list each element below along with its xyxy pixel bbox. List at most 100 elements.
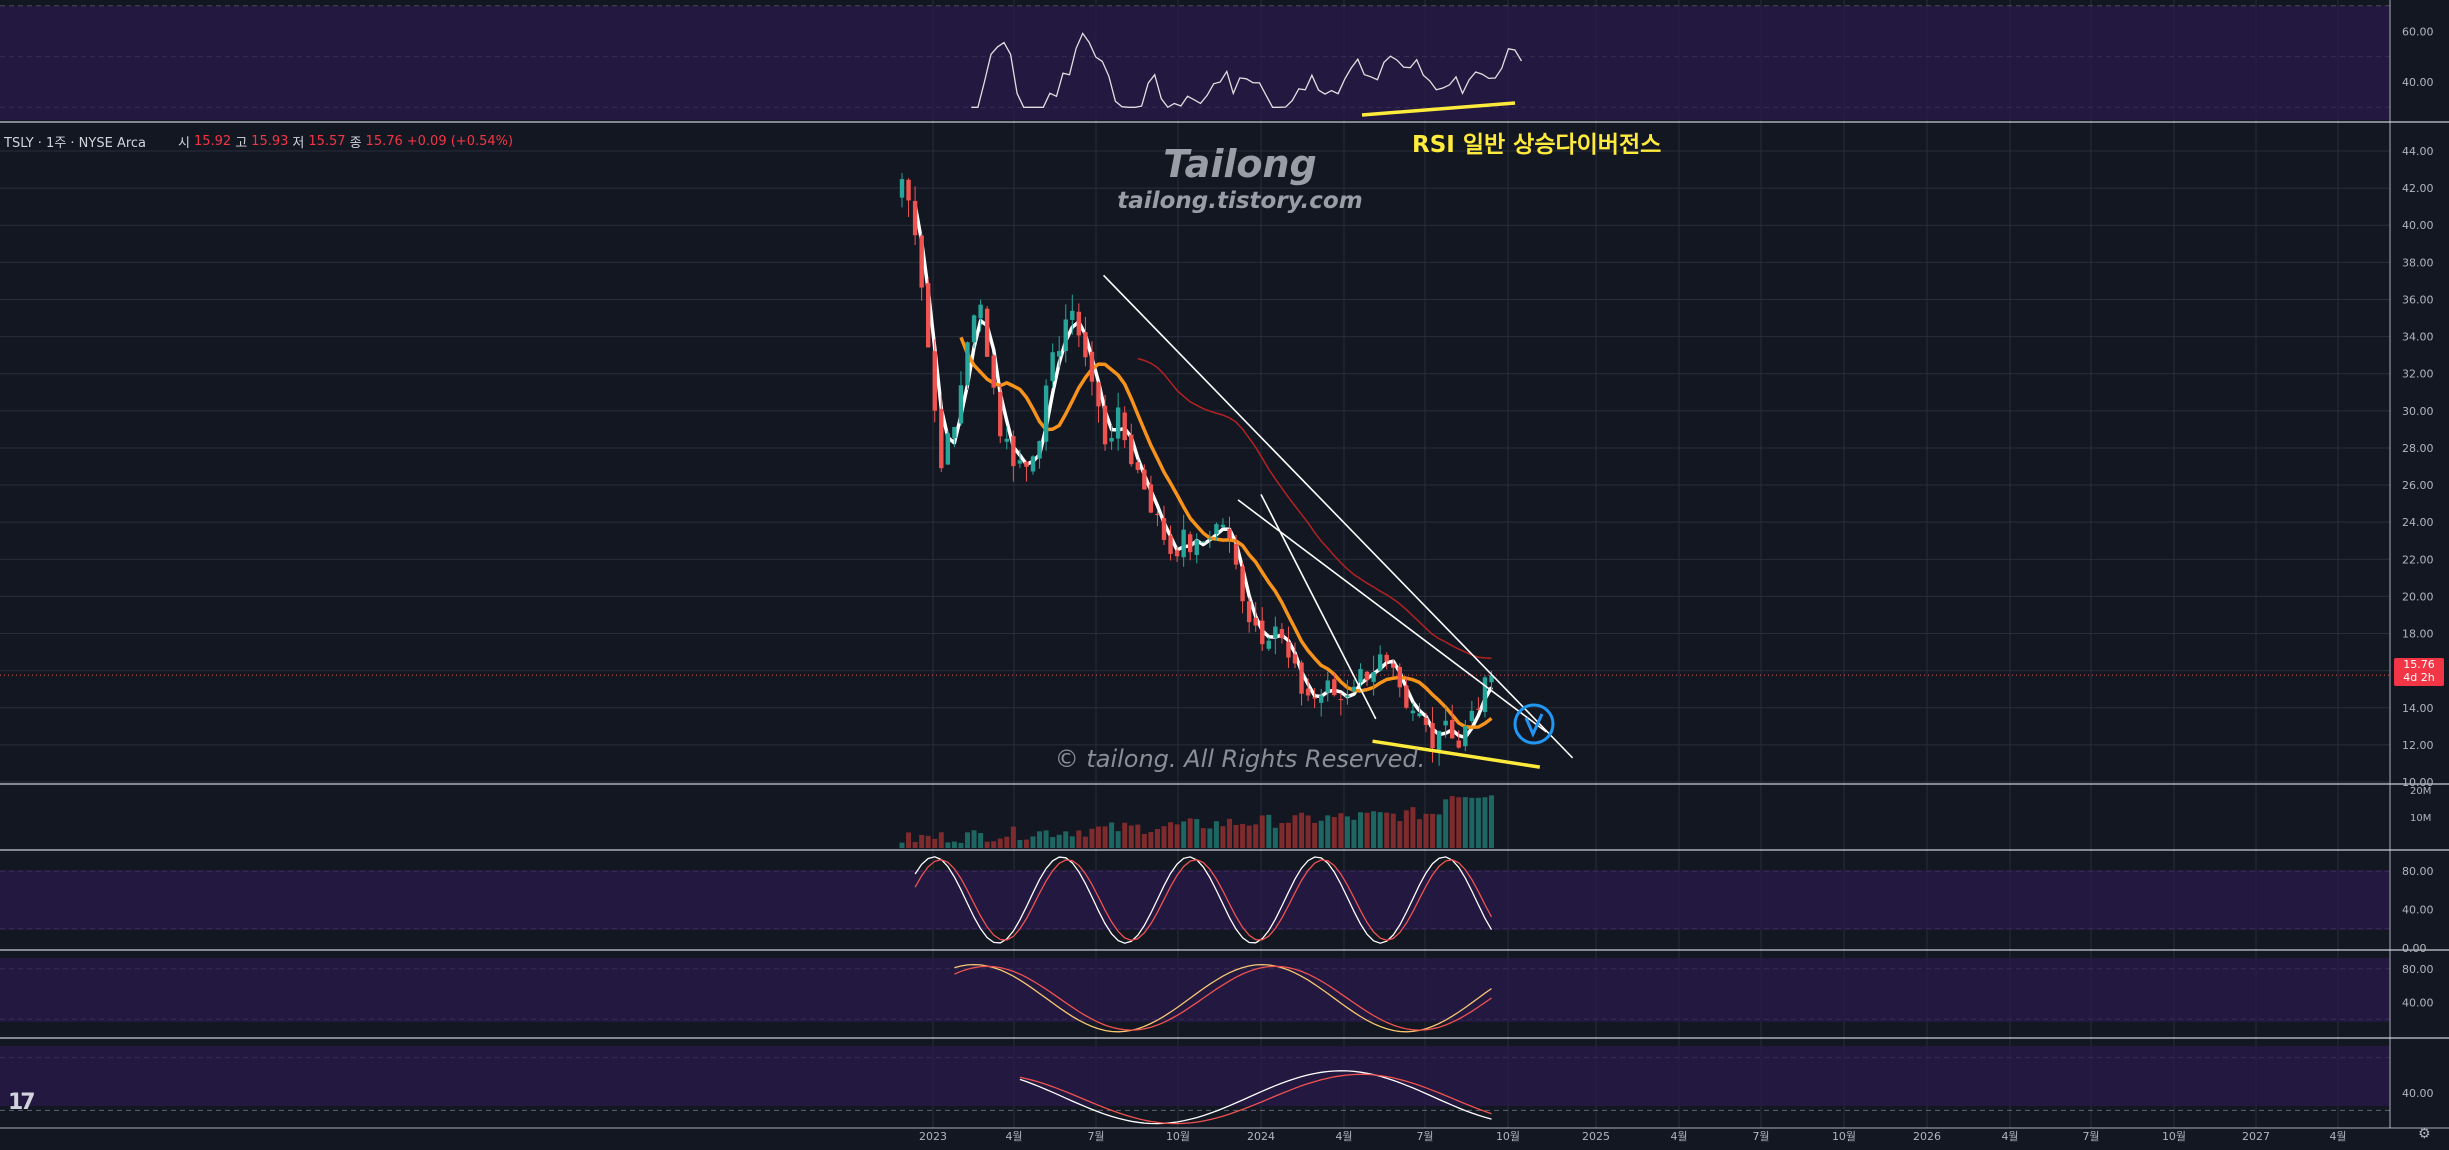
gear-icon[interactable]: ⚙ <box>2418 1126 2431 1142</box>
volume-bar <box>1004 836 1010 848</box>
trendline <box>1260 493 1377 720</box>
time-tick-label: 4월 <box>2001 1130 2018 1143</box>
candle-body <box>945 433 951 465</box>
low-label: 저 <box>292 135 305 151</box>
trendline <box>1102 274 1574 759</box>
time-tick-label: 4월 <box>1670 1130 1687 1143</box>
volume-bar <box>1043 830 1049 848</box>
volume-bar <box>1443 799 1449 848</box>
price-tick-label: 22.00 <box>2402 553 2434 566</box>
candle-body <box>906 179 911 201</box>
moving-averages <box>913 204 1494 740</box>
candle-body <box>1017 460 1023 464</box>
rsi-band <box>0 6 2390 120</box>
volume-bar <box>1475 797 1481 848</box>
candle-body <box>912 200 918 236</box>
candle-body <box>1358 668 1363 683</box>
candle-body <box>958 385 964 424</box>
volume-bar <box>945 842 951 848</box>
volume-bar <box>1141 833 1147 848</box>
candle-body <box>965 342 970 386</box>
candle-body <box>978 304 983 319</box>
open-value: 15.92 <box>193 133 232 149</box>
watermark-title: Tailong <box>1163 142 1317 186</box>
candle-body <box>971 315 977 343</box>
time-tick-label: 2024 <box>1247 1130 1275 1143</box>
volume-bar <box>1292 815 1298 848</box>
candle-body <box>1063 319 1068 352</box>
time-tick-label: 4월 <box>1005 1130 1022 1143</box>
volume-bar <box>1246 825 1252 848</box>
oscillator-tick-label: 40.00 <box>2402 1087 2434 1100</box>
volume-bar <box>1050 836 1056 848</box>
rsi-line <box>971 32 1523 109</box>
candle-body <box>1489 675 1494 683</box>
candle-body <box>1305 688 1311 696</box>
time-tick-label: 2023 <box>919 1130 947 1143</box>
candle-body <box>1174 550 1180 557</box>
time-tick-label: 2025 <box>1582 1130 1610 1143</box>
candles <box>899 173 1494 766</box>
volume-bar <box>1181 821 1187 848</box>
volume-panel <box>899 795 1494 848</box>
volume-bar <box>1096 826 1101 848</box>
volume-bar <box>1384 812 1390 848</box>
stoch-k-line <box>914 856 1493 944</box>
candle-body <box>1050 352 1055 381</box>
candle-body <box>1168 535 1173 554</box>
candle-body <box>1096 382 1101 407</box>
volume-bar <box>1364 812 1370 848</box>
volume-bar <box>1023 839 1029 848</box>
volume-bar <box>1449 796 1455 848</box>
volume-bar <box>1168 822 1174 848</box>
price-tick-label: 12.00 <box>2402 739 2434 752</box>
volume-bar <box>925 835 931 848</box>
candle-body <box>1260 620 1265 645</box>
volume-bar <box>1430 813 1436 848</box>
trendline <box>1372 739 1541 769</box>
volume-bar <box>1325 815 1331 848</box>
candle-body <box>1011 436 1016 467</box>
osc3-line-a <box>1019 1070 1492 1125</box>
candle-body <box>1246 601 1252 623</box>
volume-bar <box>1331 817 1337 848</box>
breakout-check <box>1524 713 1544 738</box>
ma-slow-line <box>1137 357 1492 660</box>
oscillator-tick-label: 40.00 <box>2402 76 2434 89</box>
time-tick-label: 2027 <box>2242 1130 2270 1143</box>
stoch-d-line <box>914 859 1493 941</box>
candle-body <box>1207 538 1213 540</box>
candle-body <box>1043 385 1049 442</box>
volume-bar <box>1272 827 1278 848</box>
candle-body <box>1089 351 1095 382</box>
volume-bar <box>1482 797 1488 848</box>
rsi-divergence-annotation: RSI 일반 상승다이버전스 <box>1412 132 1662 158</box>
trendlines <box>1102 274 1574 769</box>
price-tick-label: 32.00 <box>2402 368 2434 381</box>
time-tick-label: 2026 <box>1913 1130 1941 1143</box>
candle-body <box>1129 434 1134 465</box>
volume-bar <box>912 841 918 848</box>
candle-body <box>1463 726 1468 747</box>
candle-body <box>1135 462 1140 470</box>
candle-body <box>1266 640 1271 649</box>
candle-body <box>1417 713 1422 717</box>
candle-body <box>899 179 905 198</box>
volume-bar <box>1358 812 1363 848</box>
tradingview-logo-icon[interactable]: 17 <box>8 1090 36 1115</box>
volume-bar <box>1305 815 1311 848</box>
candle-body <box>952 427 957 439</box>
close-label: 종 <box>349 135 362 151</box>
symbol-label[interactable]: TSLY · 1주 · NYSE Arca <box>4 135 147 151</box>
volume-bar <box>1403 810 1409 848</box>
candle-body <box>1188 534 1193 553</box>
candle-body <box>1115 407 1121 439</box>
volume-bar <box>1207 828 1213 848</box>
oscillator-tick-label: 0.00 <box>2402 942 2427 955</box>
volume-bar <box>1397 821 1403 848</box>
price-tick-label: 36.00 <box>2402 293 2434 306</box>
volume-bar <box>1089 828 1095 848</box>
volume-bar <box>1312 822 1318 848</box>
candle-body <box>1240 566 1245 602</box>
